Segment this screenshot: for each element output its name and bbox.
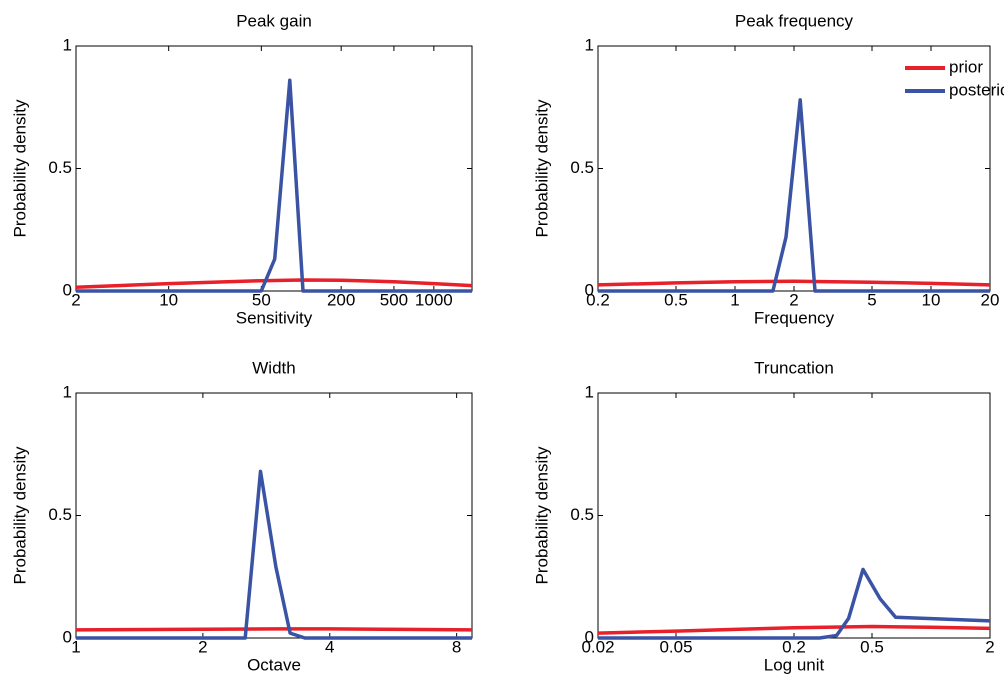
y-tick-label: 1 xyxy=(585,382,594,401)
x-tick-label: 50 xyxy=(252,290,271,309)
x-tick-label: 0.2 xyxy=(586,290,610,309)
data-line xyxy=(598,567,991,640)
data-line xyxy=(598,98,990,293)
y-tick-label: 0 xyxy=(63,280,72,299)
subplot-title: Peak frequency xyxy=(735,11,854,30)
x-tick-label: 1000 xyxy=(415,290,453,309)
x-tick-label: 4 xyxy=(325,637,334,656)
y-tick-label: 0 xyxy=(585,280,594,299)
y-axis-label: Probability density xyxy=(532,99,551,237)
y-tick-label: 0.5 xyxy=(570,158,594,177)
data-line xyxy=(75,627,473,632)
y-tick-label: 1 xyxy=(585,35,594,54)
plot-frame xyxy=(597,392,991,639)
x-tick-label: 0.2 xyxy=(782,637,806,656)
x-tick-label: 200 xyxy=(327,290,355,309)
y-tick-label: 0.5 xyxy=(570,505,594,524)
data-line xyxy=(76,469,472,640)
x-tick-label: 10 xyxy=(922,290,941,309)
data-line xyxy=(75,278,473,290)
x-tick-label: 20 xyxy=(981,290,1000,309)
x-axis-label: Octave xyxy=(247,655,301,674)
y-axis-label: Probability density xyxy=(10,446,29,584)
y-tick-label: 1 xyxy=(63,35,72,54)
subplot-title: Peak gain xyxy=(236,11,312,30)
plot-frame xyxy=(75,392,473,639)
x-tick-label: 500 xyxy=(380,290,408,309)
y-tick-label: 0 xyxy=(63,627,72,646)
y-tick-label: 0 xyxy=(585,627,594,646)
x-tick-label: 2 xyxy=(71,290,80,309)
x-tick-label: 1 xyxy=(71,637,80,656)
subplot-title: Truncation xyxy=(754,358,834,377)
y-tick-label: 0.5 xyxy=(48,158,72,177)
data-line xyxy=(76,78,472,293)
subplot-title: Width xyxy=(252,358,295,377)
legend-label: prior xyxy=(949,57,983,76)
x-axis-label: Frequency xyxy=(754,308,835,327)
x-tick-label: 1 xyxy=(730,290,739,309)
x-tick-label: 2 xyxy=(198,637,207,656)
x-tick-label: 8 xyxy=(452,637,461,656)
x-tick-label: 0.5 xyxy=(664,290,688,309)
data-line xyxy=(597,279,991,287)
y-axis-label: Probability density xyxy=(532,446,551,584)
x-axis-label: Sensitivity xyxy=(236,308,313,327)
y-tick-label: 0.5 xyxy=(48,505,72,524)
x-tick-label: 0.5 xyxy=(860,637,884,656)
x-axis-label: Log unit xyxy=(764,655,825,674)
x-tick-label: 5 xyxy=(867,290,876,309)
x-tick-label: 0.05 xyxy=(659,637,692,656)
y-axis-label: Probability density xyxy=(10,99,29,237)
x-tick-label: 10 xyxy=(159,290,178,309)
data-line xyxy=(597,624,991,635)
y-tick-label: 1 xyxy=(63,382,72,401)
legend-label: posterior xyxy=(949,80,1004,99)
x-tick-label: 2 xyxy=(789,290,798,309)
x-tick-label: 0.02 xyxy=(581,637,614,656)
x-tick-label: 2 xyxy=(985,637,994,656)
